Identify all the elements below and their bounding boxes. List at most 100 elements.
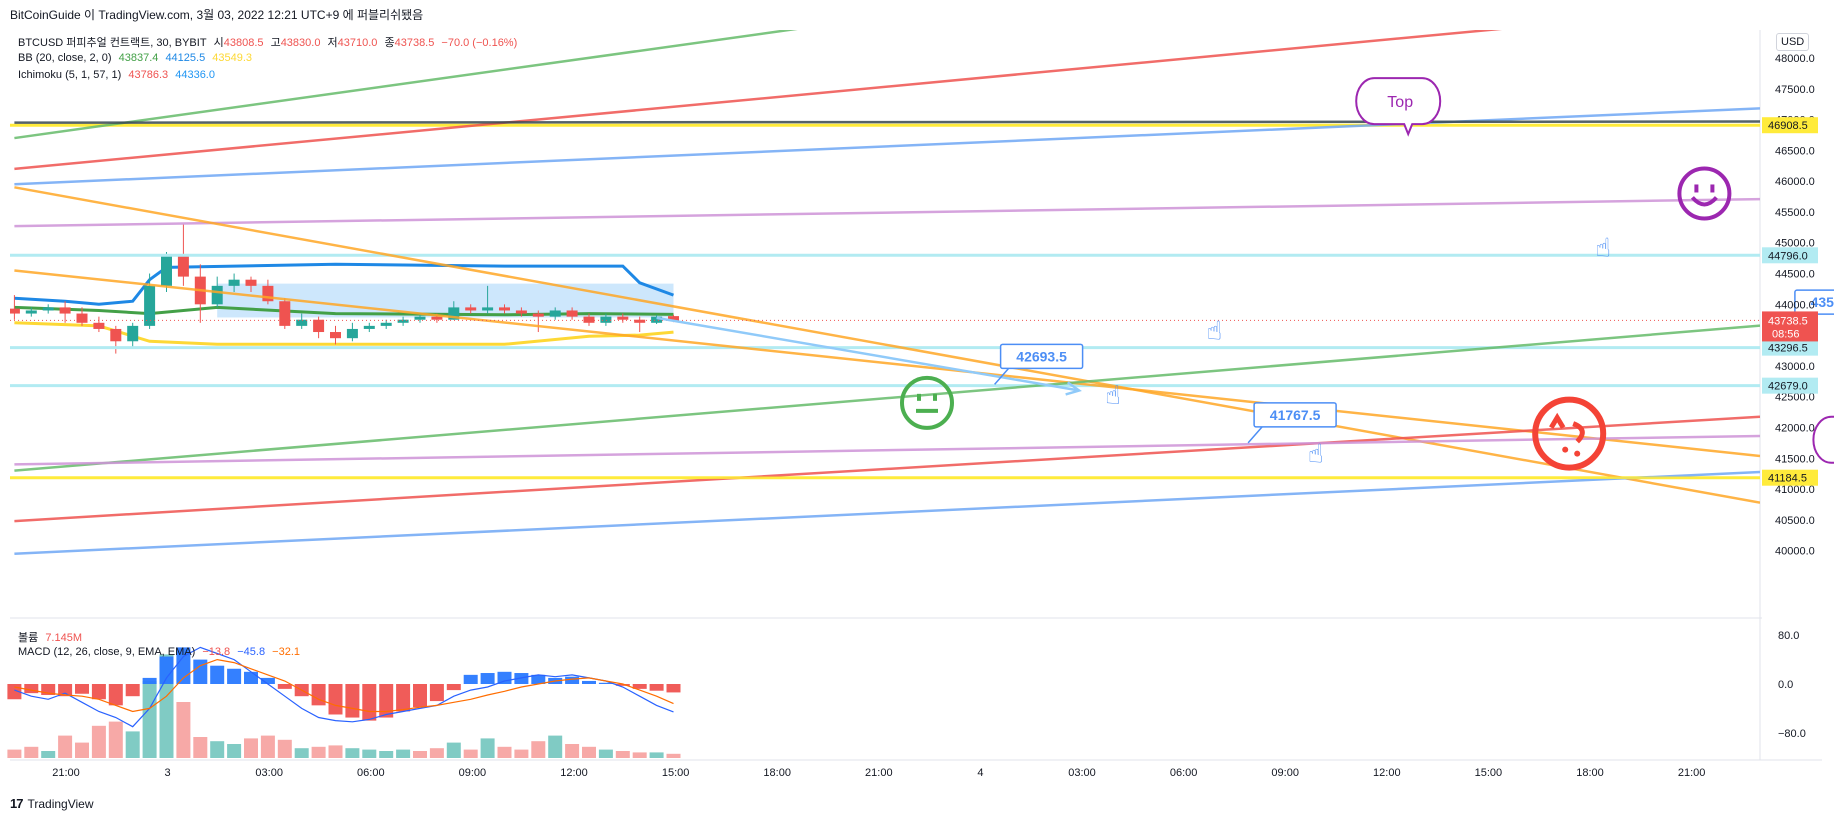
candle-body <box>346 328 358 339</box>
volume-bar <box>311 746 326 758</box>
volume-bar <box>480 738 495 758</box>
price-axis[interactable]: 48000.047500.047000.046500.046000.045500… <box>1762 53 1818 740</box>
level-price-tag <box>1762 117 1818 134</box>
macd-histogram-bar <box>193 659 208 684</box>
ichimoku-legend[interactable]: Ichimoku (5, 1, 57, 1) 43786.3 44336.0 <box>18 69 219 81</box>
macd-histogram-bar <box>632 684 647 689</box>
volume-bar <box>632 752 647 758</box>
price-tick-label: 43000.0 <box>1775 361 1815 373</box>
candle-body <box>211 285 223 305</box>
candle-body <box>600 316 612 323</box>
level-price-tag <box>1762 339 1818 356</box>
candle-body <box>448 307 460 320</box>
time-tick-label: 21:00 <box>1678 767 1706 779</box>
volume-bar <box>328 745 343 758</box>
candle-body <box>380 322 392 326</box>
price-tick-label: 44000.0 <box>1775 299 1815 311</box>
candle-body <box>161 255 172 286</box>
symbol-legend[interactable]: BTCUSD 퍼피추얼 컨트랙트, 30, BYBIT 시43808.5 고43… <box>18 34 517 50</box>
macd-histogram-bar <box>565 676 580 684</box>
candle-body <box>499 307 510 311</box>
ichimoku-label: Ichimoku (5, 1, 57, 1) <box>18 69 122 81</box>
callout-value: 43576.0 <box>1811 294 1834 310</box>
ohlc-change: −70.0 (−0.16%) <box>441 37 518 49</box>
macd-line <box>14 646 674 728</box>
time-tick-label: 09:00 <box>1271 767 1299 779</box>
speech-bubbles[interactable]: TopBottom <box>1355 77 1834 473</box>
volume-bar <box>362 749 377 758</box>
volume-bar <box>548 735 563 758</box>
macd-histogram-bar <box>328 684 343 715</box>
volume-bar <box>176 702 191 758</box>
trend-line <box>14 269 1760 458</box>
candle-body <box>566 310 578 317</box>
candle-body <box>549 310 561 317</box>
macd-tick-label: −80.0 <box>1778 728 1806 740</box>
price-tick-label: 45500.0 <box>1775 207 1815 219</box>
publisher-line: BitCoinGuide 이 TradingView.com, 3월 03, 2… <box>10 8 424 22</box>
candle-body <box>76 313 88 323</box>
volume-macd-pane[interactable] <box>7 646 681 758</box>
time-tick-label: 21:00 <box>52 767 80 779</box>
macd-histogram-bar <box>345 684 360 718</box>
time-tick-label: 15:00 <box>662 767 690 779</box>
macd-histogram-bar <box>666 684 681 693</box>
footer-brand[interactable]: ⁠17 TradingView <box>10 796 94 811</box>
time-tick-label: 06:00 <box>1170 767 1198 779</box>
countdown-label: 08:56 <box>1772 328 1800 340</box>
macd-histogram-bar <box>413 684 427 708</box>
candle-body <box>10 308 20 314</box>
volume-bar <box>227 744 242 758</box>
volume-bar <box>565 744 580 758</box>
macd-histogram-bar <box>396 684 411 712</box>
emoji-stickers[interactable] <box>900 166 1732 471</box>
macd-histogram-bar <box>463 674 478 684</box>
price-tick-label: 48000.0 <box>1775 53 1815 65</box>
macd-histogram-bar <box>210 665 225 684</box>
volume-legend[interactable]: 볼륨 7.145M <box>18 629 86 645</box>
volume-bar <box>514 749 529 758</box>
price-tick-label: 40000.0 <box>1775 546 1815 558</box>
macd-histogram-bar <box>91 684 106 700</box>
price-tick-label: 46000.0 <box>1775 176 1815 188</box>
candle-body <box>110 328 122 342</box>
trend-line <box>14 120 1760 124</box>
macd-legend[interactable]: MACD (12, 26, close, 9, EMA, EMA) −13.8 … <box>18 646 304 658</box>
macd-histogram-bar <box>58 684 73 697</box>
bb-label: BB (20, close, 2, 0) <box>18 52 112 64</box>
level-price-tag <box>1762 469 1818 486</box>
currency-button[interactable]: USD <box>1776 33 1810 51</box>
bb-legend[interactable]: BB (20, close, 2, 0) 43837.4 44125.5 435… <box>18 52 256 64</box>
macd-histogram-bar <box>531 674 546 684</box>
sad-face-icon <box>1532 396 1607 471</box>
ichimoku-value-2: 44336.0 <box>175 69 215 81</box>
candle-body <box>651 316 663 323</box>
callout-value: 42693.5 <box>1016 348 1067 364</box>
candle-body <box>634 319 646 323</box>
trend-line <box>14 415 1760 523</box>
callout-pointer <box>994 367 1010 385</box>
level-price-label: 43296.5 <box>1768 343 1808 355</box>
time-axis[interactable]: 21:00 3 03:00 06:00 09:00 12:00 15:00 18:00 21:0… <box>52 767 1705 779</box>
price-tick-label: 42500.0 <box>1775 392 1815 404</box>
trend-arrow[interactable] <box>656 316 1082 396</box>
macd-histogram-bar <box>244 671 258 684</box>
volume-bar <box>446 742 461 758</box>
arrow-head <box>1065 381 1082 396</box>
time-tick-label: 3 <box>165 767 171 779</box>
trend-lines[interactable] <box>14 27 1760 555</box>
macd-histogram-bar <box>362 684 377 721</box>
time-tick-label: 03:00 <box>1068 767 1096 779</box>
time-tick-label: 12:00 <box>560 767 588 779</box>
speech-bubble <box>1812 415 1834 464</box>
trend-line <box>14 434 1760 466</box>
candle-body <box>144 285 156 326</box>
candle-body <box>465 307 477 311</box>
trend-line <box>14 197 1760 228</box>
pointer-hand-icon: ☝ <box>1105 381 1121 411</box>
candle-body <box>583 316 595 323</box>
macd-histogram-bar <box>260 677 275 684</box>
arrow-shaft <box>656 316 1080 392</box>
